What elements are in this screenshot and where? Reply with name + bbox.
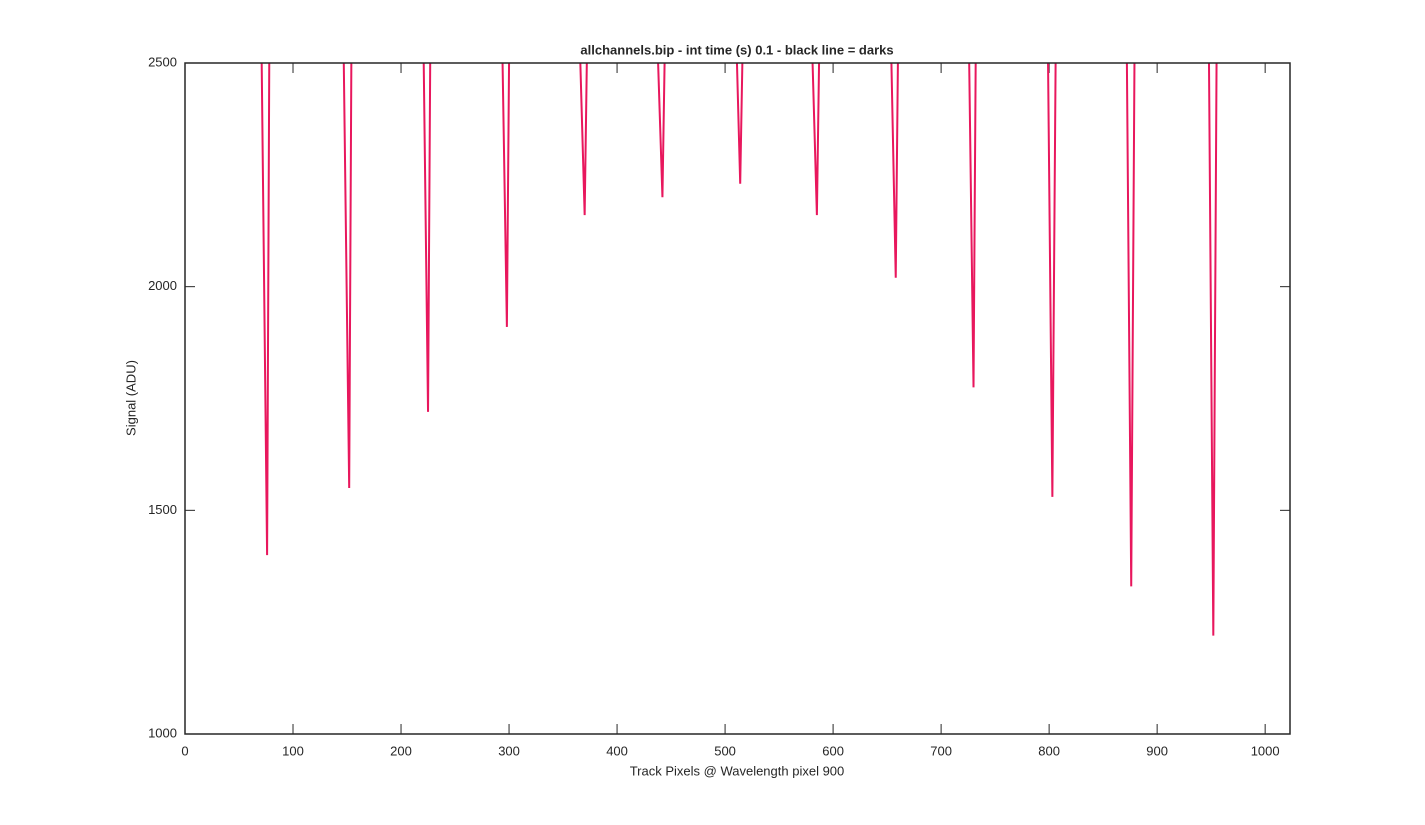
x-tick-label: 500 bbox=[714, 743, 736, 758]
y-axis-label: Signal (ADU) bbox=[123, 360, 138, 436]
x-tick-label: 600 bbox=[822, 743, 844, 758]
x-tick-label: 1000 bbox=[1251, 743, 1280, 758]
x-tick-label: 900 bbox=[1146, 743, 1168, 758]
x-tick-label: 700 bbox=[930, 743, 952, 758]
y-tick-label: 1000 bbox=[148, 725, 177, 740]
axes-box bbox=[184, 62, 1291, 735]
x-tick-label: 100 bbox=[282, 743, 304, 758]
x-axis-label: Track Pixels @ Wavelength pixel 900 bbox=[630, 763, 845, 778]
x-tick-label: 800 bbox=[1038, 743, 1060, 758]
x-tick-label: 0 bbox=[181, 743, 188, 758]
x-tick-label: 400 bbox=[606, 743, 628, 758]
chart-title: allchannels.bip - int time (s) 0.1 - bla… bbox=[580, 42, 893, 57]
y-tick-label: 2000 bbox=[148, 278, 177, 293]
x-tick-label: 200 bbox=[390, 743, 412, 758]
y-tick-label: 1500 bbox=[148, 502, 177, 517]
y-tick-label: 2500 bbox=[148, 54, 177, 69]
x-tick-label: 300 bbox=[498, 743, 520, 758]
